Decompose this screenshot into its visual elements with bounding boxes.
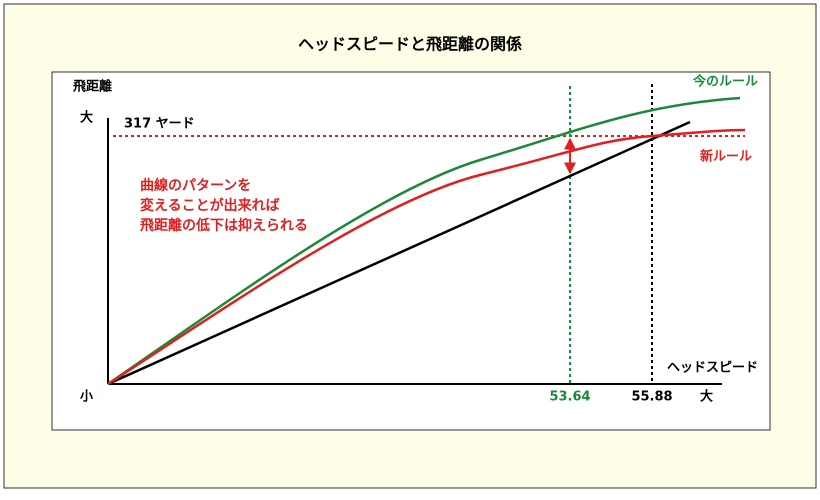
legend-current: 今のルール bbox=[692, 74, 758, 90]
distance-label: 317 ヤード bbox=[124, 117, 195, 132]
baseline-line bbox=[107, 120, 691, 386]
x-max-label: 大 bbox=[700, 389, 713, 405]
current-curve bbox=[107, 96, 741, 386]
current-speed-label: 53.64 bbox=[549, 390, 590, 405]
title: ヘッドスピードと飛距離の関係 bbox=[298, 35, 522, 54]
y-axis-label: 飛距離 bbox=[72, 79, 112, 95]
y-min-label: 小 bbox=[80, 390, 93, 405]
legend-new: 新ルール bbox=[700, 149, 752, 165]
y-max-label: 大 bbox=[80, 110, 93, 126]
x-axis-label: ヘッドスピード bbox=[667, 361, 758, 376]
annotation-line: 曲線のパターンを bbox=[140, 177, 251, 194]
annotation-line: 変えることが出来れば bbox=[140, 197, 280, 214]
chart-panel bbox=[51, 71, 771, 431]
new-curve bbox=[107, 128, 746, 386]
annotation-line: 飛距離の低下は抑えられる bbox=[139, 217, 308, 234]
new-speed-label: 55.88 bbox=[631, 390, 672, 405]
